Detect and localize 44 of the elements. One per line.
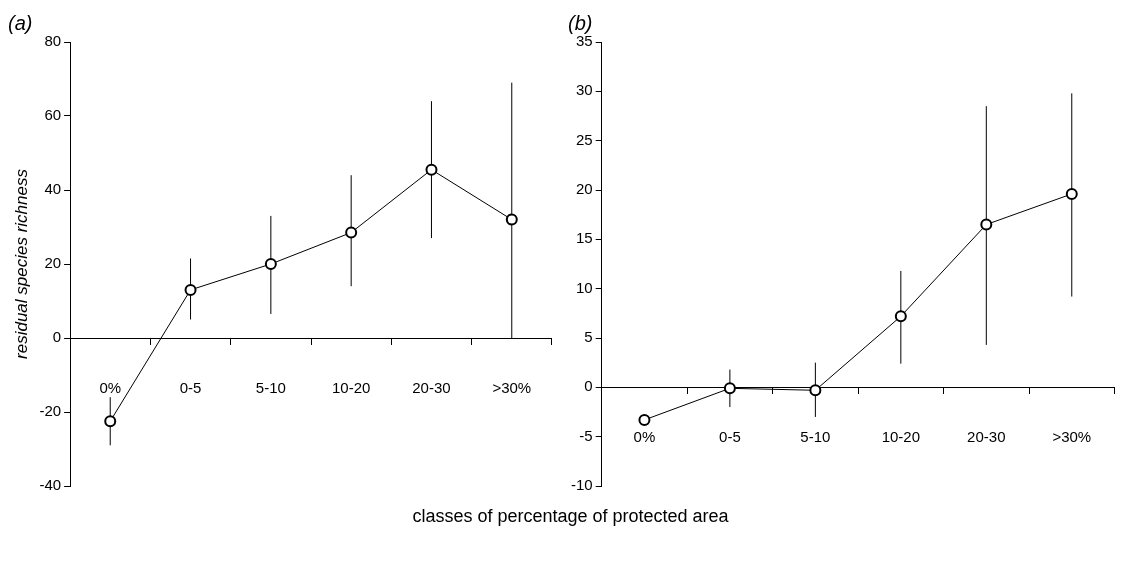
x-tick-label: >30% [492,379,532,397]
x-tick-label: 5-10 [255,379,286,397]
point [425,163,438,176]
x-tick-label: 0% [99,379,122,397]
x-tick-label: 10-20 [331,379,371,397]
y-tick-label: 5 [584,328,593,346]
y-tick-label: 60 [44,106,62,124]
x-tick-label: 0% [633,428,656,446]
point [104,415,117,428]
y-tick-label: -10 [570,476,593,494]
y-axis-title: residual species richness [11,168,31,359]
y-tick-label: 0 [52,328,62,346]
point [638,413,651,426]
chart-title: (a) [8,11,33,34]
y-tick-label: 20 [44,254,62,272]
x-tick-label: 20-30 [412,379,451,397]
y-tick-label: 15 [575,229,593,247]
y-tick-label: -40 [39,476,62,494]
x-tick-label: 20-30 [967,428,1006,446]
x-tick-label: 0-5 [719,428,741,446]
x-axis-title: classes of percentage of protected area [411,506,730,527]
y-tick-label: 25 [575,130,593,148]
y-tick-label: 10 [575,278,593,296]
x-tick-label: 10-20 [881,428,921,446]
point [345,226,358,239]
y-tick-label: 20 [575,180,593,198]
point [723,382,736,395]
point [980,218,993,231]
x-tick-label: 0-5 [179,379,202,397]
point [894,310,907,323]
point [264,258,277,270]
chart-title: (b) [568,11,593,34]
y-tick-label: 40 [44,180,62,198]
point [809,384,822,397]
x-tick-label: 5-10 [800,428,831,446]
point [1065,187,1078,200]
point [505,213,518,226]
y-tick-label: 80 [44,32,62,50]
point [184,283,197,296]
y-tick-label: 0 [584,377,593,395]
y-tick-label: -5 [579,426,593,444]
x-tick-label: >30% [1052,428,1092,446]
y-tick-label: -20 [39,402,62,420]
y-tick-label: 30 [575,81,593,99]
